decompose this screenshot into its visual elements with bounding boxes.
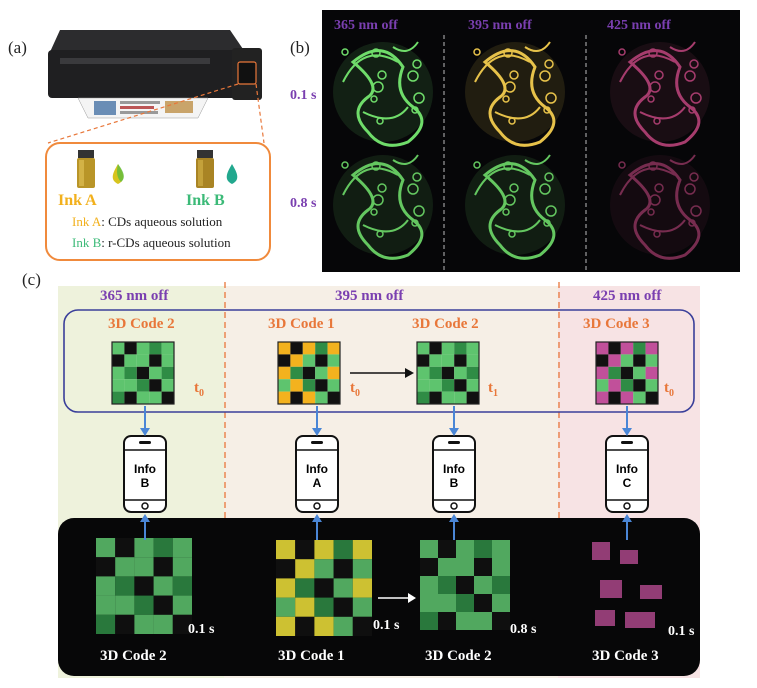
c-sec-425: 425 nm off: [593, 288, 662, 304]
time-label-2: t0: [350, 380, 360, 399]
c-sec-395: 395 nm off: [335, 288, 404, 304]
phone-line1-4: Info: [616, 462, 638, 476]
phone-line2-3: B: [449, 476, 459, 490]
smartphone-icon-2: [295, 435, 339, 513]
bottom-dark-panel: [58, 518, 700, 676]
qr-code-4: [595, 341, 659, 405]
b-row-01: 0.1 s: [290, 88, 317, 103]
ink-a-desc: : CDs aqueous solution: [101, 214, 223, 229]
panel-c-letter: (c): [22, 270, 41, 289]
phone-info-4: Info C: [607, 462, 647, 490]
time-label-1: t0: [194, 380, 204, 399]
ink-b-desc: : r-CDs aqueous solution: [101, 235, 231, 250]
top-code-frame: [63, 309, 695, 413]
bottom-code-label-2: 3D Code 1: [278, 648, 345, 664]
dragon-papercut-3: [610, 41, 710, 147]
phone-info-2: Info A: [297, 462, 337, 490]
phone-line2-2: A: [312, 476, 322, 490]
c-sec-365: 365 nm off: [100, 288, 169, 304]
time-t-4: t: [664, 380, 669, 396]
time-t-3: t: [488, 380, 493, 396]
ink-b-line: Ink B: r-CDs aqueous solution: [72, 235, 231, 251]
bottom-time-3: 0.8 s: [510, 622, 537, 637]
glow-code-2: [276, 540, 372, 636]
bottom-time-1: 0.1 s: [188, 622, 215, 637]
time-sub-1: 0: [199, 388, 204, 399]
qr-code-3: [416, 341, 480, 405]
dragon-papercut-5: [465, 154, 565, 260]
bottom-code-label-3: 3D Code 2: [425, 648, 492, 664]
phone-line1-1: Info: [134, 462, 156, 476]
panel-a-letter: (a): [8, 38, 27, 57]
b-col-425: 425 nm off: [607, 18, 671, 33]
phone-line1-2: Info: [306, 462, 328, 476]
time-sub-2: 0: [355, 388, 360, 399]
ink-a-prefix: Ink A: [72, 214, 102, 229]
phone-info-1: Info B: [125, 462, 165, 490]
time-t-2: t: [350, 380, 355, 396]
vial-a-icon: [77, 150, 95, 188]
phone-line2-1: B: [140, 476, 150, 490]
top-code-label-3: 3D Code 2: [412, 316, 479, 332]
smartphone-icon-1: [123, 435, 167, 513]
dragon-papercut-1: [333, 41, 433, 147]
bottom-code-label-4: 3D Code 3: [592, 648, 659, 664]
glow-code-3: [420, 540, 510, 630]
top-code-label-4: 3D Code 3: [583, 316, 650, 332]
qr-code-2: [277, 341, 341, 405]
glow-code-4: [592, 542, 662, 628]
smartphone-icon-3: [432, 435, 476, 513]
time-label-4: t0: [664, 380, 674, 399]
ink-b-prefix: Ink B: [72, 235, 102, 250]
bottom-time-4: 0.1 s: [668, 624, 695, 639]
time-sub-3: 1: [493, 388, 498, 399]
top-code-label-1: 3D Code 2: [108, 316, 175, 332]
phone-info-3: Info B: [434, 462, 474, 490]
dragon-papercut-6: [610, 154, 710, 260]
bottom-code-label-1: 3D Code 2: [100, 648, 167, 664]
ink-a-title: Ink A: [58, 192, 97, 209]
b-col-365: 365 nm off: [334, 18, 398, 33]
glow-code-1: [96, 538, 192, 634]
drop-b-icon: [226, 164, 238, 184]
top-code-label-2: 3D Code 1: [268, 316, 335, 332]
time-label-3: t1: [488, 380, 498, 399]
vial-b-icon: [196, 150, 214, 188]
ink-a-line: Ink A: CDs aqueous solution: [72, 214, 222, 230]
qr-code-1: [111, 341, 175, 405]
drop-a-icon: [112, 164, 124, 184]
phone-line2-4: C: [622, 476, 632, 490]
ink-b-title: Ink B: [186, 192, 225, 209]
dragon-papercut-4: [333, 154, 433, 260]
dragon-papercut-2: [465, 41, 565, 147]
b-col-395: 395 nm off: [468, 18, 532, 33]
b-row-08: 0.8 s: [290, 196, 317, 211]
phone-line1-3: Info: [443, 462, 465, 476]
time-t-1: t: [194, 380, 199, 396]
panel-b-letter: (b): [290, 38, 310, 57]
time-sub-4: 0: [669, 388, 674, 399]
printer-illustration: [48, 30, 262, 119]
bottom-time-2: 0.1 s: [373, 618, 400, 633]
